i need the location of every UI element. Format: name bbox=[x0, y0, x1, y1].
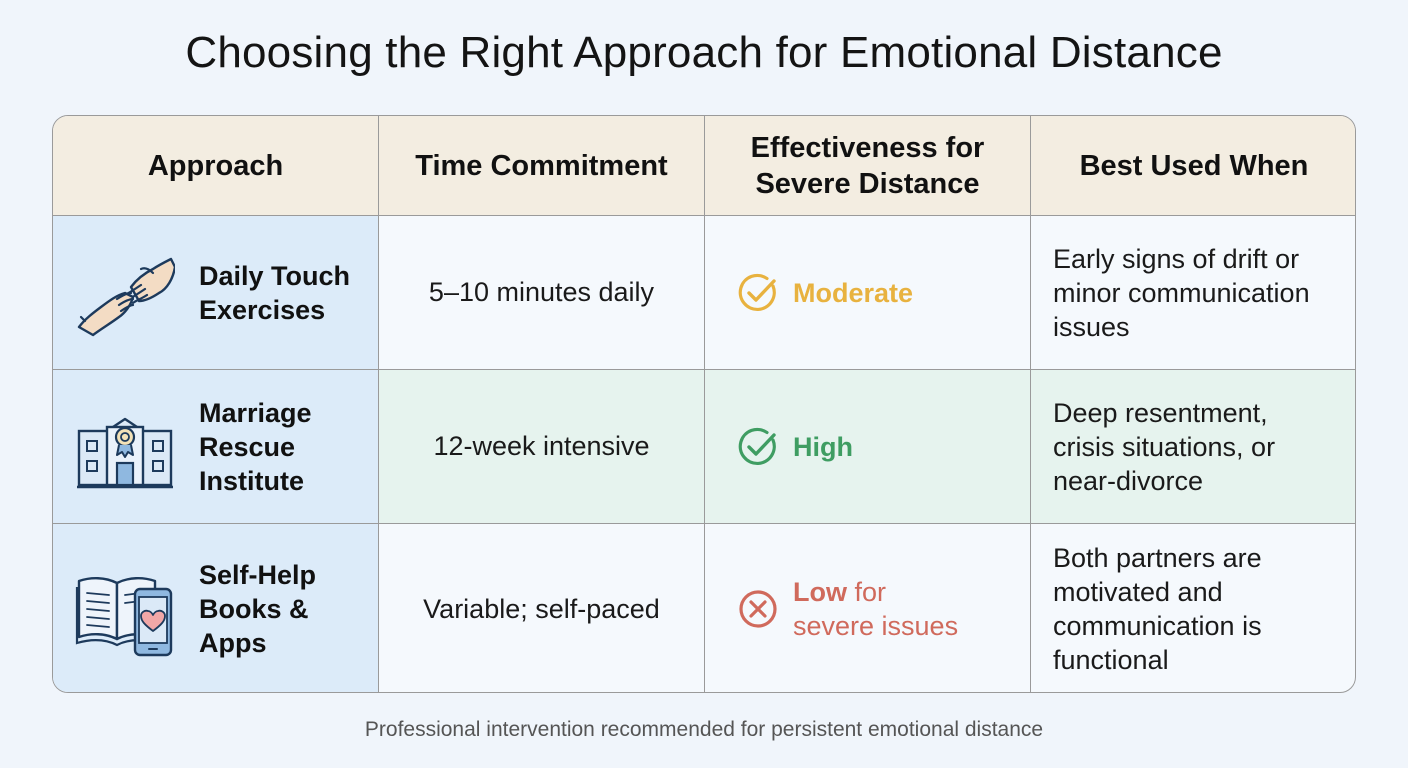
approach-cell: Self-Help Books & Apps bbox=[53, 524, 379, 692]
approach-line: Daily Touch bbox=[199, 260, 351, 291]
header-best-used: Best Used When bbox=[1031, 116, 1355, 215]
best-line: motivated and bbox=[1053, 577, 1223, 607]
time-value: 12-week intensive bbox=[433, 431, 650, 461]
header-effectiveness-label: Effectiveness for Severe Distance bbox=[751, 130, 985, 202]
effectiveness-level: Low bbox=[793, 577, 847, 607]
effectiveness-level: Moderate bbox=[793, 277, 914, 308]
page-title: Choosing the Right Approach for Emotiona… bbox=[185, 28, 1223, 77]
best-line: crisis situations, or bbox=[1053, 431, 1276, 462]
table-row: Marriage Rescue Institute 12-week intens… bbox=[53, 370, 1355, 524]
time-cell: Variable; self-paced bbox=[379, 524, 705, 692]
header-effectiveness-line1: Effectiveness for bbox=[750, 131, 985, 164]
effectiveness-qualifier: severe issues bbox=[793, 611, 959, 641]
approach-line: Self-Help bbox=[199, 560, 317, 590]
best-used-cell: Early signs of drift or minor communicat… bbox=[1031, 216, 1355, 369]
footnote: Professional intervention recommended fo… bbox=[364, 718, 1044, 741]
time-value: Variable; self-paced bbox=[423, 593, 660, 624]
comparison-table: Approach Time Commitment Effectiveness f… bbox=[52, 115, 1356, 693]
time-cell: 5–10 minutes daily bbox=[379, 216, 705, 369]
approach-cell: Daily Touch Exercises bbox=[53, 216, 379, 369]
best-line: communication is bbox=[1053, 611, 1262, 641]
best-line: issues bbox=[1053, 311, 1130, 342]
best-line: Early signs of drift or bbox=[1053, 243, 1300, 274]
approach-line: Institute bbox=[199, 465, 304, 496]
best-line: functional bbox=[1053, 645, 1169, 675]
table-header-row: Approach Time Commitment Effectiveness f… bbox=[53, 116, 1355, 216]
best-used-cell: Both partners are motivated and communic… bbox=[1031, 524, 1355, 692]
best-used-text: Deep resentment, crisis situations, or n… bbox=[1053, 396, 1275, 498]
approach-line: Rescue bbox=[199, 431, 296, 462]
best-used-text: Early signs of drift or minor communicat… bbox=[1053, 242, 1310, 344]
best-line: Both partners are bbox=[1053, 543, 1262, 573]
header-effectiveness-line2: Severe Distance bbox=[755, 167, 980, 200]
approach-label: Daily Touch Exercises bbox=[199, 259, 350, 327]
effectiveness-cell: High bbox=[705, 370, 1031, 523]
effectiveness-label: Low for severe issues bbox=[793, 575, 958, 643]
header-effectiveness: Effectiveness for Severe Distance bbox=[705, 116, 1031, 215]
table-row: Self-Help Books & Apps Variable; self-pa… bbox=[53, 524, 1355, 692]
effectiveness-line: Low for bbox=[793, 575, 958, 609]
effectiveness-label: High bbox=[793, 430, 853, 464]
approach-cell: Marriage Rescue Institute bbox=[53, 370, 379, 523]
time-value: 5–10 minutes daily bbox=[428, 277, 655, 307]
header-time: Time Commitment bbox=[379, 116, 705, 215]
approach-label: Marriage Rescue Institute bbox=[199, 396, 312, 498]
best-used-text: Both partners are motivated and communic… bbox=[1053, 541, 1262, 677]
best-line: minor communication bbox=[1053, 277, 1310, 308]
header-approach: Approach bbox=[53, 116, 379, 215]
header-best-label: Best Used When bbox=[1079, 149, 1309, 182]
effectiveness-cell: Low for severe issues bbox=[705, 524, 1031, 692]
x-circle-icon bbox=[739, 590, 777, 628]
best-used-cell: Deep resentment, crisis situations, or n… bbox=[1031, 370, 1355, 523]
effectiveness-label: Moderate bbox=[793, 276, 913, 310]
approach-line: Books & bbox=[199, 594, 309, 624]
table-row: Daily Touch Exercises 5–10 minutes daily… bbox=[53, 216, 1355, 370]
best-line: Deep resentment, bbox=[1053, 397, 1268, 428]
effectiveness-cell: Moderate bbox=[705, 216, 1031, 369]
helping-hands-icon bbox=[75, 243, 175, 343]
approach-label: Self-Help Books & Apps bbox=[199, 558, 316, 660]
book-and-phone-icon bbox=[75, 559, 175, 659]
header-time-label: Time Commitment bbox=[415, 149, 668, 182]
check-circle-icon bbox=[738, 273, 776, 311]
check-circle-icon bbox=[738, 427, 776, 465]
time-cell: 12-week intensive bbox=[379, 370, 705, 523]
header-approach-label: Approach bbox=[147, 149, 284, 182]
effectiveness-level: High bbox=[793, 431, 853, 462]
approach-line: Marriage bbox=[199, 397, 312, 428]
best-line: near-divorce bbox=[1053, 465, 1204, 496]
approach-line: Apps bbox=[199, 628, 267, 658]
approach-line: Exercises bbox=[199, 294, 326, 325]
effectiveness-qualifier: for bbox=[847, 577, 887, 607]
institute-building-icon bbox=[75, 397, 175, 497]
